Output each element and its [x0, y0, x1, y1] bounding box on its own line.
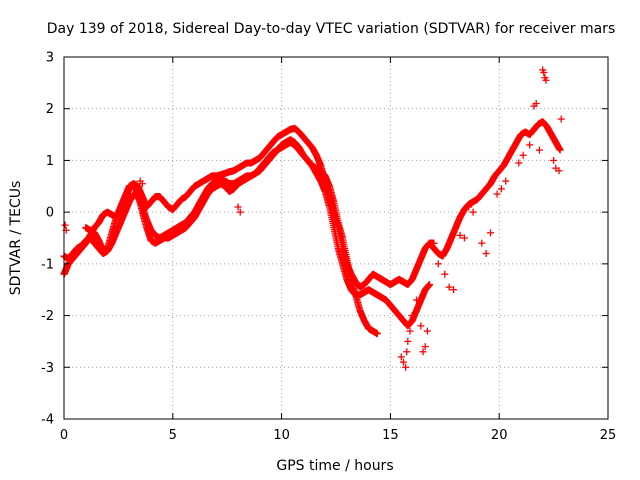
data-points	[60, 66, 565, 371]
y-tick-label: 0	[46, 206, 54, 221]
y-tick-label: -2	[41, 309, 54, 324]
y-axis-label: SDTVAR / TECUs	[8, 181, 24, 296]
x-tick-label: 25	[600, 428, 617, 443]
x-tick-label: 5	[169, 428, 177, 443]
chart-title: Day 139 of 2018, Sidereal Day-to-day VTE…	[47, 21, 615, 37]
x-tick-label: 0	[60, 428, 68, 443]
x-axis-label: GPS time / hours	[276, 458, 393, 474]
y-tick-label: -1	[41, 257, 54, 272]
y-tick-label: -4	[41, 413, 54, 428]
y-tick-label: 3	[46, 51, 54, 66]
x-tick-label: 10	[273, 428, 290, 443]
y-tick-label: 2	[46, 102, 54, 117]
y-tick-label: -3	[41, 361, 54, 376]
x-tick-label: 15	[382, 428, 399, 443]
x-tick-label: 20	[491, 428, 508, 443]
y-tick-label: 1	[46, 154, 54, 169]
